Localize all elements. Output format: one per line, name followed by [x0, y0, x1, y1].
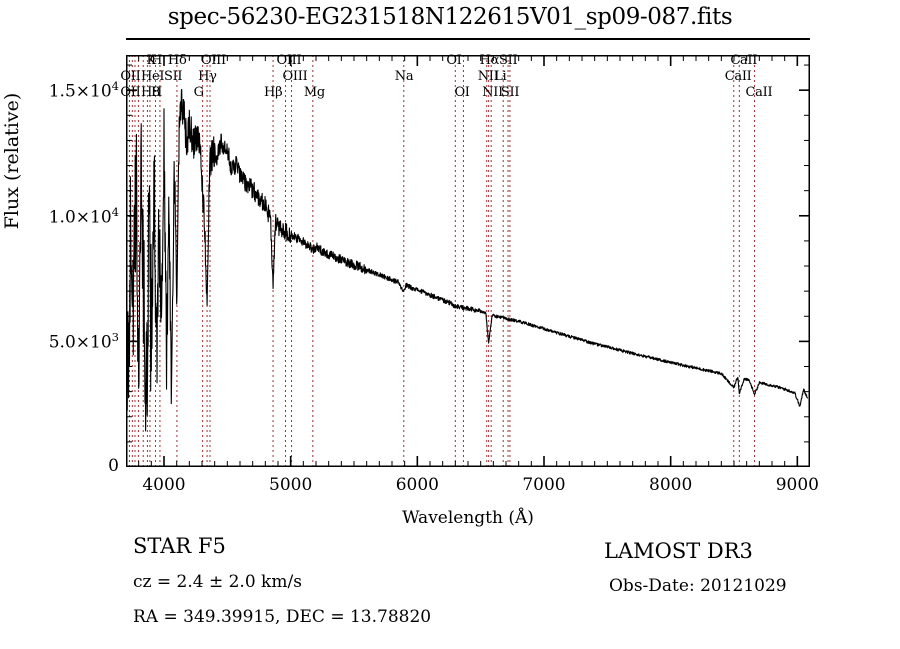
y-axis-title: Flux (relative) — [1, 92, 23, 230]
survey-label: LAMOST DR3 — [604, 539, 753, 563]
coordinates-label: RA = 349.39915, DEC = 13.78820 — [133, 607, 432, 627]
spectral-line-label: OIII — [282, 69, 308, 84]
plot-frame — [126, 55, 810, 467]
cz-label: cz = 2.4 ± 2.0 km/s — [133, 572, 302, 592]
spectral-line-label: OIII — [200, 53, 226, 68]
y-tick-label: 0 — [108, 456, 119, 476]
spectral-line-label: HeI — [140, 69, 165, 84]
obs-date-label: Obs-Date: 20121029 — [609, 576, 787, 596]
x-tick-label: 6000 — [395, 475, 439, 495]
spectral-line-label: Hβ — [264, 85, 283, 100]
y-tick-label: 1.0×104 — [48, 204, 119, 228]
spectral-line-label: H — [150, 53, 162, 68]
spectral-line-label: OIII — [276, 53, 302, 68]
spectrum-svg — [126, 55, 810, 467]
spectral-line-label: SII — [163, 69, 183, 84]
spectral-line-label: Na — [394, 69, 414, 84]
spectral-line-label: CaII — [724, 69, 752, 84]
page-title: spec-56230-EG231518N122615V01_sp09-087.f… — [167, 4, 733, 30]
x-tick-label: 8000 — [649, 475, 693, 495]
x-tick-label: 5000 — [269, 475, 313, 495]
spectral-line-label: SII — [500, 85, 520, 100]
object-class-label: STAR F5 — [133, 534, 226, 558]
spectral-line-label: H8 — [140, 85, 160, 100]
y-tick-label: 5.0×103 — [48, 330, 119, 354]
x-tick-label: 7000 — [522, 475, 566, 495]
spectral-line-label: G — [193, 85, 204, 100]
marker-line-group — [128, 55, 756, 467]
spectral-line-label: Hγ — [198, 69, 217, 84]
axis-frame — [126, 55, 810, 467]
y-tick-label: 1.5×104 — [48, 79, 119, 102]
spectral-line-label: H — [150, 85, 162, 100]
spectrum-trace — [126, 88, 809, 467]
spectral-line-label: Li — [494, 69, 507, 84]
spectral-line-label: OI — [446, 53, 462, 68]
spectral-line-label: Hδ — [167, 53, 187, 68]
spectral-line-label: OI — [454, 85, 470, 100]
spectral-line-label: OII — [120, 85, 141, 100]
spectral-line-label: CaII — [730, 53, 758, 68]
spectral-line-label: CaII — [745, 85, 773, 100]
spectral-line-label: SII — [499, 53, 518, 68]
spectral-line-label: Hα — [479, 53, 500, 68]
spectral-line-label: K — [146, 53, 157, 68]
title-divider — [126, 38, 810, 40]
plot-area: H K Hδ OIII OIII OI Hα SII CaII OII HeI SII Hγ OIII Na… — [120, 53, 810, 467]
x-axis-title: Wavelength (Å) — [402, 508, 534, 528]
spectral-line-label: NII — [477, 69, 499, 84]
spectral-line-label: Mg — [303, 85, 325, 100]
spectral-line-label: OII — [120, 69, 141, 84]
x-tick-label: 4000 — [142, 475, 186, 495]
x-tick-label: 9000 — [775, 475, 819, 495]
spectral-line-label: NII — [482, 85, 503, 100]
